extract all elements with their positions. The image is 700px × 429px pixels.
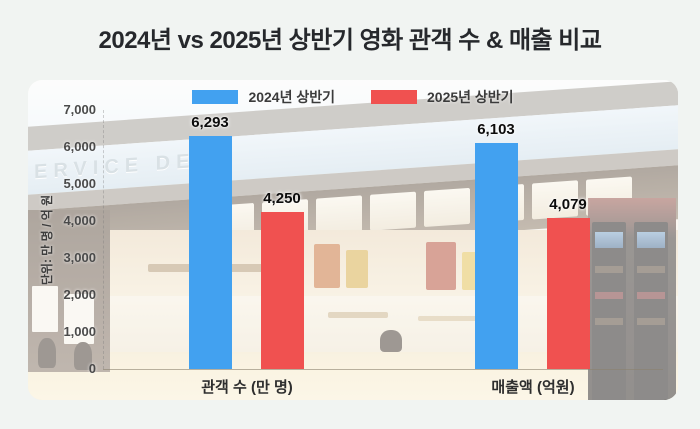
photo-left-wall — [28, 210, 110, 372]
y-tick-0: 0 — [88, 361, 96, 376]
bar-value-label: 4,079 — [549, 196, 587, 213]
vending-machine — [634, 222, 668, 400]
x-axis-line — [103, 369, 663, 370]
legend-swatch-2025 — [371, 90, 417, 104]
person-silhouette — [38, 338, 56, 368]
x-category-revenue: 매출액 (억원) — [491, 379, 575, 396]
kiosk-row — [595, 292, 623, 299]
kiosk-row — [595, 266, 623, 273]
photo-kiosks — [588, 198, 676, 400]
poster — [64, 294, 94, 344]
popcorn-machine — [426, 242, 456, 290]
popcorn-machine — [346, 250, 368, 288]
kiosk-row — [637, 292, 665, 299]
y-tick-6000: 6,000 — [63, 139, 96, 154]
bar-value-label: 6,103 — [477, 121, 515, 138]
counter-sign — [328, 312, 388, 318]
kiosk-row — [595, 318, 623, 325]
bar-value-label: 4,250 — [263, 190, 301, 207]
bar-2024-revenue — [475, 143, 518, 369]
y-tick-3000: 3,000 — [63, 250, 96, 265]
legend-label-2024: 2024년 상반기 — [248, 89, 335, 105]
y-tick-1000: 1,000 — [63, 324, 96, 339]
poster — [32, 286, 58, 332]
bar-2025-revenue — [547, 218, 590, 369]
chart-title: 2024년 vs 2025년 상반기 영화 관객 수 & 매출 비교 — [98, 27, 602, 54]
kiosk-row — [637, 266, 665, 273]
y-tick-2000: 2,000 — [63, 287, 96, 302]
y-tick-4000: 4,000 — [63, 213, 96, 228]
y-axis-line — [103, 110, 104, 369]
kiosk-screen — [595, 232, 623, 248]
chart-card: ERVICE DESK — [28, 80, 678, 400]
y-tick-5000: 5,000 — [63, 176, 96, 191]
legend-label-2025: 2025년 상반기 — [427, 89, 514, 105]
kiosk-screen — [637, 232, 665, 248]
vending-machine — [592, 222, 626, 400]
popcorn-machine — [314, 244, 340, 288]
bar-value-label: 6,293 — [191, 114, 229, 131]
person-silhouette — [74, 342, 92, 370]
legend-swatch-2024 — [192, 90, 239, 104]
kiosk-row — [637, 318, 665, 325]
person-silhouette — [380, 330, 402, 352]
bar-2025-audience — [261, 212, 304, 369]
legend: 2024년 상반기 2025년 상반기 — [28, 87, 678, 107]
bar-chart: 2024년 상반기 2025년 상반기 단위: 만 명 / 억 원 7,000 … — [28, 80, 678, 400]
bar-2024-audience — [189, 136, 232, 369]
counter-sign — [418, 316, 498, 321]
x-category-audience: 관객 수 (만 명) — [201, 379, 293, 396]
y-tick-7000: 7,000 — [63, 102, 96, 117]
